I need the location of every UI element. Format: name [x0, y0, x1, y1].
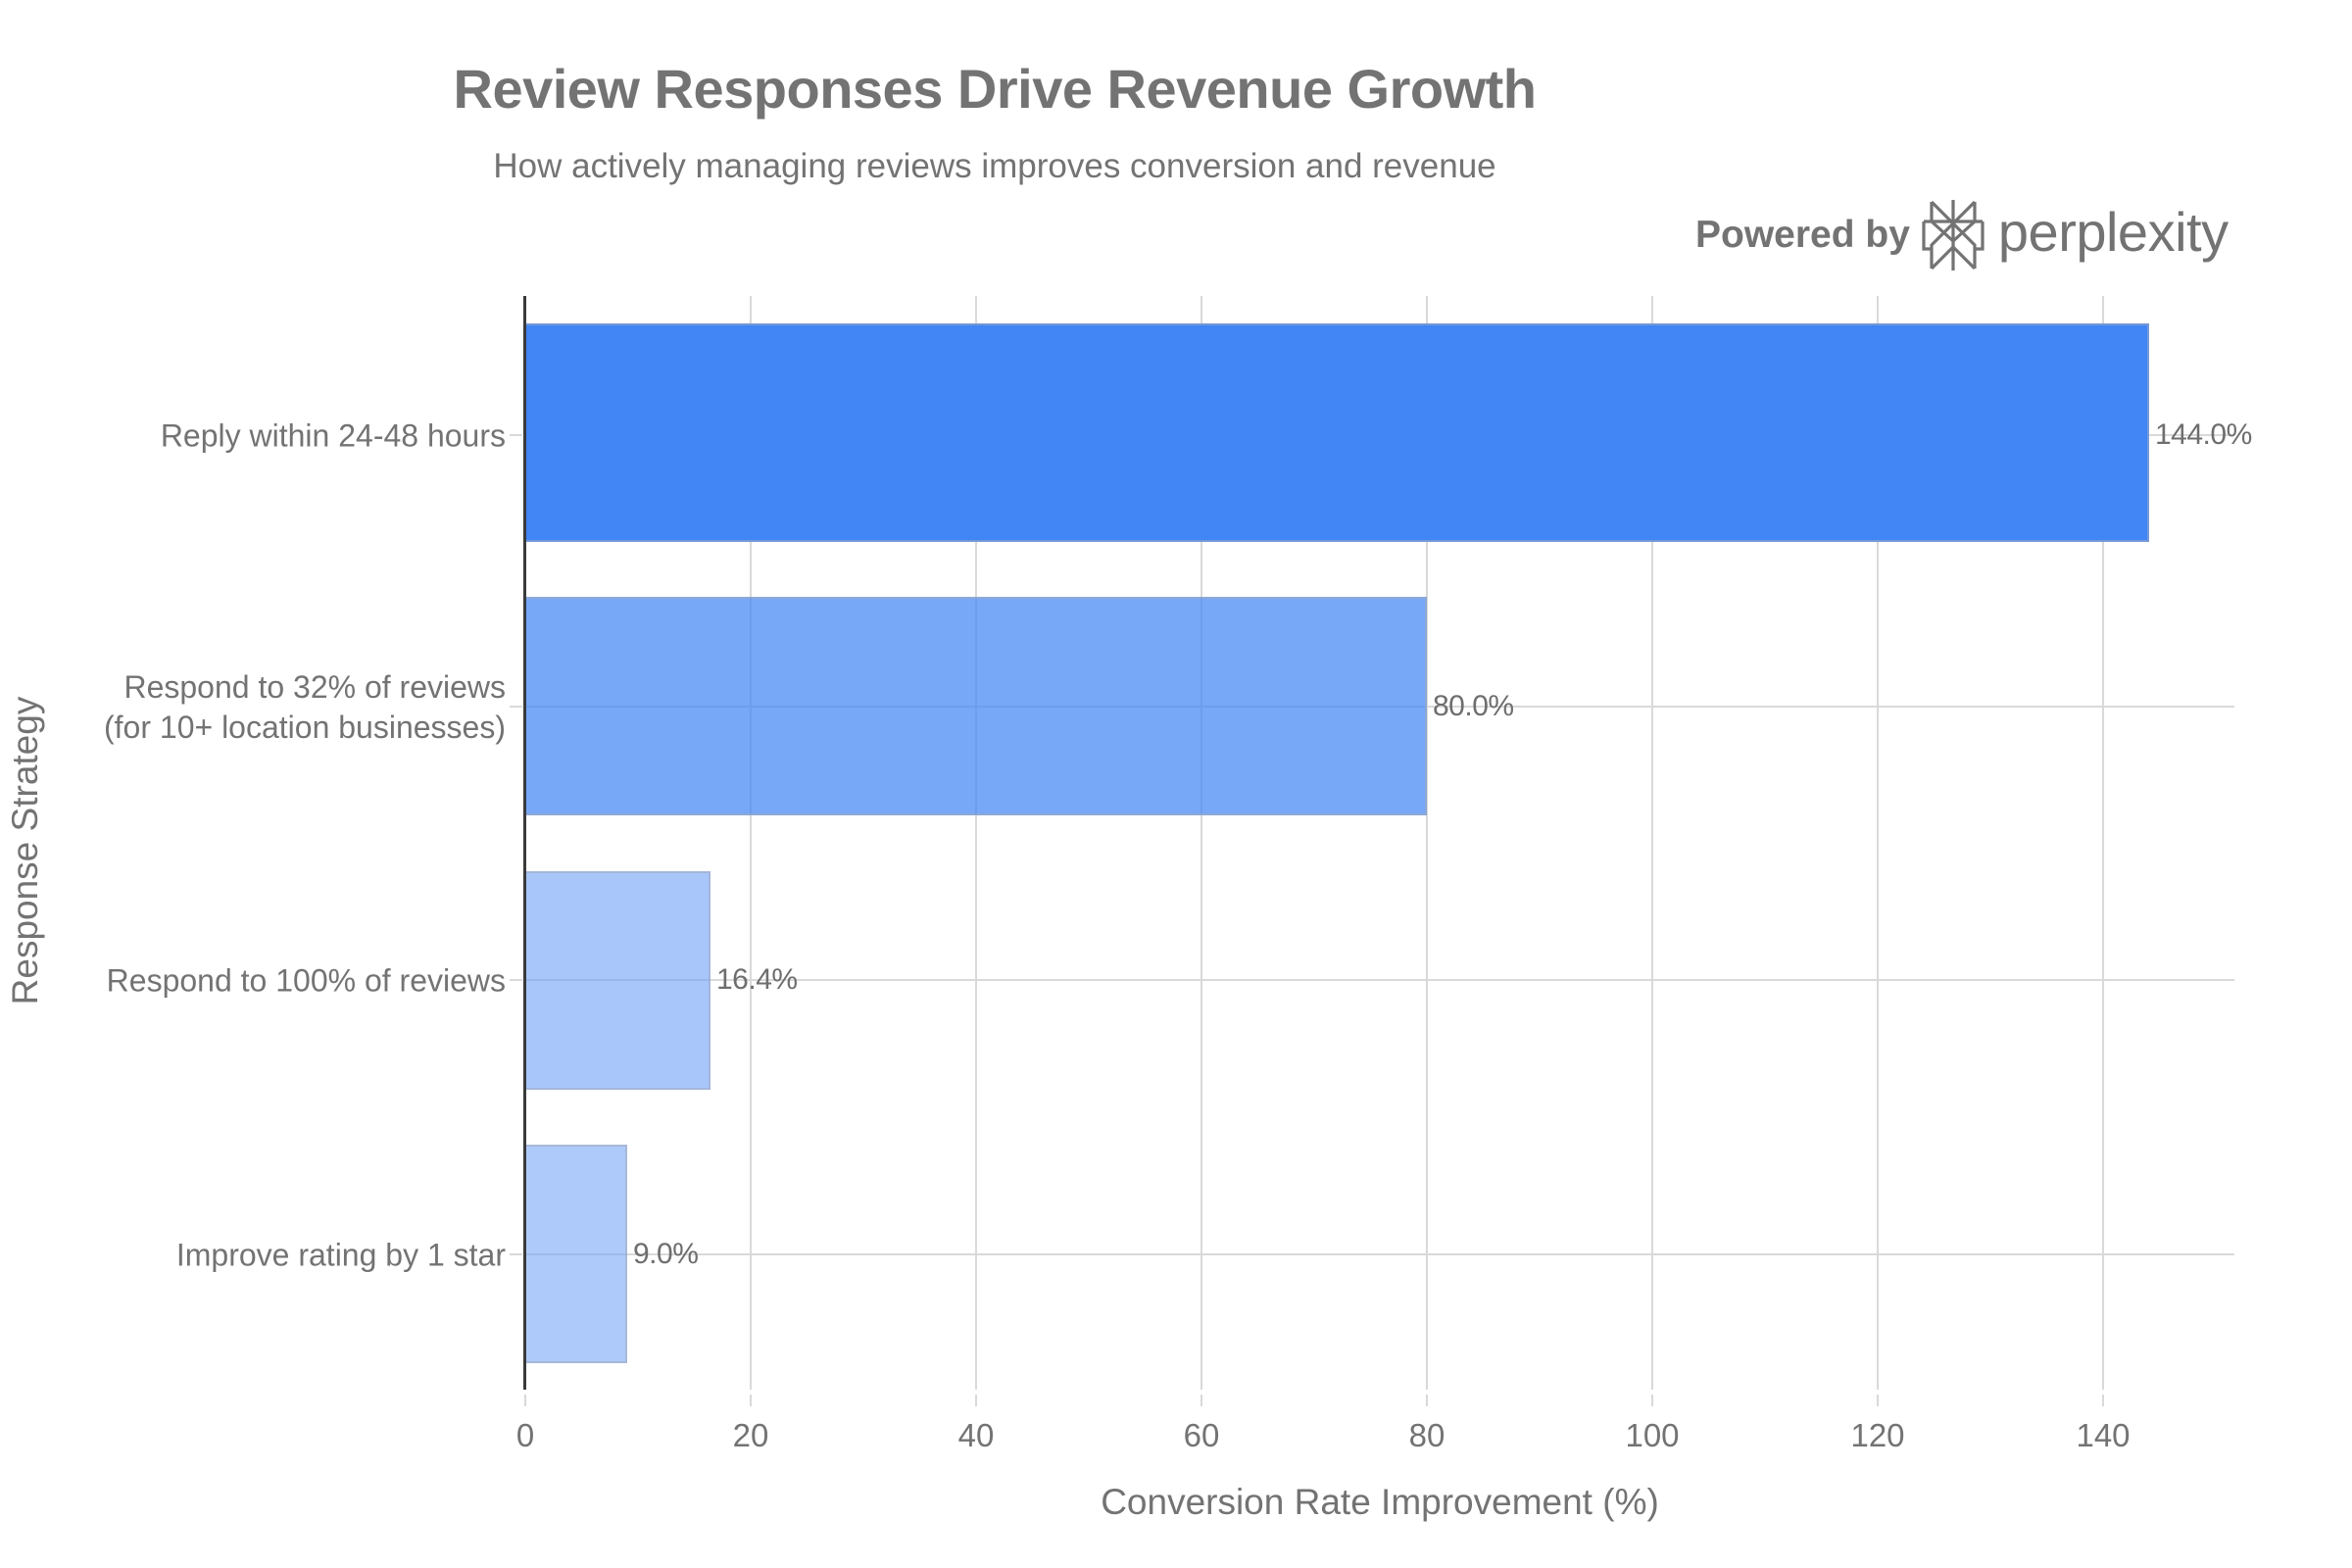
y-tick-mark [510, 706, 522, 708]
gridline-x-40 [975, 296, 977, 1390]
value-label-improve-rating: 9.0% [633, 1238, 699, 1270]
gridline-x-100 [1651, 296, 1653, 1390]
perplexity-wordmark: perplexity [1997, 200, 2229, 263]
gridline-x-80 [1426, 296, 1428, 1390]
bar-improve-rating[interactable] [525, 1145, 627, 1363]
plot-area: 144.0% 80.0% 16.4% 9.0% [525, 296, 2252, 1390]
category-label-respond-32pct: Respond to 32% of reviews (for 10+ locat… [104, 667, 506, 748]
category-label-line: Respond to 100% of reviews [106, 962, 506, 999]
x-tick-mark [1200, 1395, 1202, 1406]
x-tick-mark [524, 1395, 526, 1406]
y-axis-line [523, 296, 526, 1390]
category-label-line: Respond to 32% of reviews [123, 669, 506, 705]
x-tick-label-100: 100 [1625, 1417, 1680, 1453]
y-tick-mark [510, 434, 522, 436]
category-label-line: Improve rating by 1 star [175, 1237, 506, 1273]
gridline-x-120 [1877, 296, 1879, 1390]
x-tick-mark [2102, 1395, 2104, 1406]
perplexity-logo-icon [1922, 200, 1984, 270]
x-tick-mark [975, 1395, 977, 1406]
bar-reply-24-48h[interactable] [525, 323, 2149, 542]
category-label-reply-24-48h: Reply within 24-48 hours [161, 416, 506, 457]
category-label-respond-100pct: Respond to 100% of reviews [107, 961, 506, 1002]
y-tick-mark [510, 1253, 522, 1255]
x-tick-label-60: 60 [1183, 1417, 1220, 1453]
value-label-respond-100pct: 16.4% [716, 963, 798, 996]
gridline-x-60 [1200, 296, 1202, 1390]
x-tick-label-0: 0 [515, 1417, 535, 1453]
x-tick-mark [750, 1395, 752, 1406]
bar-respond-32pct[interactable] [525, 597, 1427, 815]
value-label-respond-32pct: 80.0% [1433, 690, 1514, 722]
x-tick-label-120: 120 [1850, 1417, 1905, 1453]
x-tick-label-140: 140 [2076, 1417, 2131, 1453]
x-tick-mark [1651, 1395, 1653, 1406]
gridline-y-3 [525, 979, 2234, 981]
y-tick-mark [510, 979, 522, 981]
gridline-y-4 [525, 1253, 2234, 1255]
y-axis-title: Response Strategy [5, 696, 45, 1005]
chart-subtitle: How actively managing reviews improves c… [493, 147, 1496, 185]
category-label-line: Reply within 24-48 hours [160, 417, 506, 454]
bar-respond-100pct[interactable] [525, 871, 710, 1090]
x-tick-label-80: 80 [1408, 1417, 1446, 1453]
category-label-line: (for 10+ location businesses) [104, 710, 506, 745]
powered-by-text: Powered by [1695, 214, 1910, 256]
chart-title: Review Responses Drive Revenue Growth [453, 58, 1538, 120]
value-label-reply-24-48h: 144.0% [2155, 418, 2252, 451]
x-tick-mark [1426, 1395, 1428, 1406]
gridline-x-140 [2102, 296, 2104, 1390]
category-label-improve-rating: Improve rating by 1 star [176, 1236, 506, 1276]
x-tick-label-20: 20 [732, 1417, 769, 1453]
x-axis-title: Conversion Rate Improvement (%) [1101, 1482, 1659, 1522]
x-tick-label-40: 40 [957, 1417, 995, 1453]
x-tick-mark [1877, 1395, 1879, 1406]
gridline-x-20 [750, 296, 752, 1390]
powered-by-branding: Powered by perplexity [1695, 196, 2229, 274]
